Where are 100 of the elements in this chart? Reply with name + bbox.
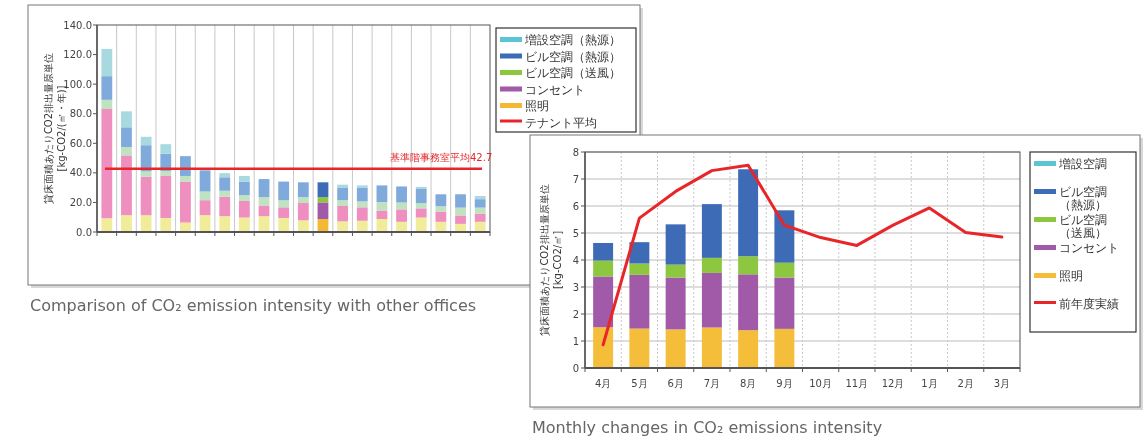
bar [101,108,113,219]
bar [435,221,447,232]
y-tick-label: 7 [572,173,579,185]
bar [356,220,368,232]
bar [101,99,113,109]
legend-item: コンセント [1034,241,1119,255]
legend-label: 増設空調 [1058,157,1107,171]
legend-label: ビル空調（熱源） [1059,185,1107,212]
y-tick-label: 80.0 [69,108,92,120]
bar [121,215,132,232]
bar [396,186,407,203]
x-tick-label: 12月 [881,378,905,389]
bar [140,136,152,146]
line-series [601,163,1004,347]
y-tick-label: 5 [572,227,579,239]
bar [356,187,368,202]
bar [455,215,466,224]
legend-label: テナント平均 [525,115,597,130]
bar [238,181,250,196]
bar [317,182,329,198]
y-tick-label: 2 [572,308,579,320]
x-tick-label: 3月 [993,378,1011,389]
bar [665,264,686,278]
bar [593,242,614,261]
bar [238,200,250,218]
bar [140,215,152,232]
bar [180,156,191,176]
y-tick-label: 40.0 [69,167,92,179]
bar [593,276,614,328]
bar [629,263,650,275]
bar [474,207,486,214]
y-tick-label: 3 [572,281,579,293]
legend-label: 照明 [1059,269,1083,283]
x-tick-label: 10月 [809,378,832,389]
annotation: 基準階事務室平均42.7 [390,151,493,163]
y-tick-label: 120.0 [63,49,92,61]
bar [738,274,759,331]
bar [774,277,795,329]
legend-item: ビル空調（熱源） [500,49,621,64]
bar [415,186,427,189]
bar [356,185,368,188]
x-tick-label: 2月 [957,378,974,389]
bar [297,220,309,232]
bar [415,208,427,218]
bar [199,191,211,201]
bar [415,203,427,209]
bar [455,194,466,208]
bar [435,206,447,212]
bar [455,207,466,216]
bar [101,48,113,77]
bar [774,262,795,278]
bar [396,209,407,222]
x-tick-label: 5月 [631,378,648,389]
bar [238,175,250,182]
bar [199,170,211,192]
legend-item: 前年度実績 [1034,297,1119,311]
legend-label: コンセント [1059,241,1119,255]
bar [160,170,172,176]
bar [297,197,309,204]
text: Comparison of CO₂ emission intensity with other offices [30,296,477,315]
bar [435,211,447,222]
legend-item: 照明 [500,99,549,113]
bar [376,185,388,202]
bar [738,169,759,257]
bar [160,144,172,154]
legend-label: 照明 [525,99,549,113]
bar [415,188,427,204]
bar [665,329,686,368]
legend-label: ビル空調（熱源） [525,49,621,64]
bar [593,327,614,368]
y-tick-label: 140.0 [63,19,92,31]
bar [219,173,231,178]
bar [738,256,759,275]
bar [140,145,152,172]
legend-item: テナント平均 [500,115,597,130]
bar [665,277,686,330]
bar [701,257,722,273]
bar [738,330,759,368]
bar [219,196,231,217]
bar [356,207,368,221]
bar [774,328,795,368]
bar [376,201,388,211]
legend-label: ビル空調（送風） [525,66,621,80]
legend-item: ビル空調（熱源） [1034,185,1107,212]
y-tick-label: 0.0 [76,226,92,238]
y-tick-label: 20.0 [69,196,92,208]
bar [219,216,231,232]
bar [415,217,427,232]
bar [337,221,349,232]
bar [396,221,407,232]
bar [701,327,722,368]
bar [474,196,486,200]
bar [337,200,349,206]
bar [180,181,191,223]
bar [121,155,132,216]
bar [701,272,722,328]
bar [278,200,290,208]
x-tick-label: 1月 [921,378,938,389]
bar [297,182,309,198]
bar [258,179,270,198]
